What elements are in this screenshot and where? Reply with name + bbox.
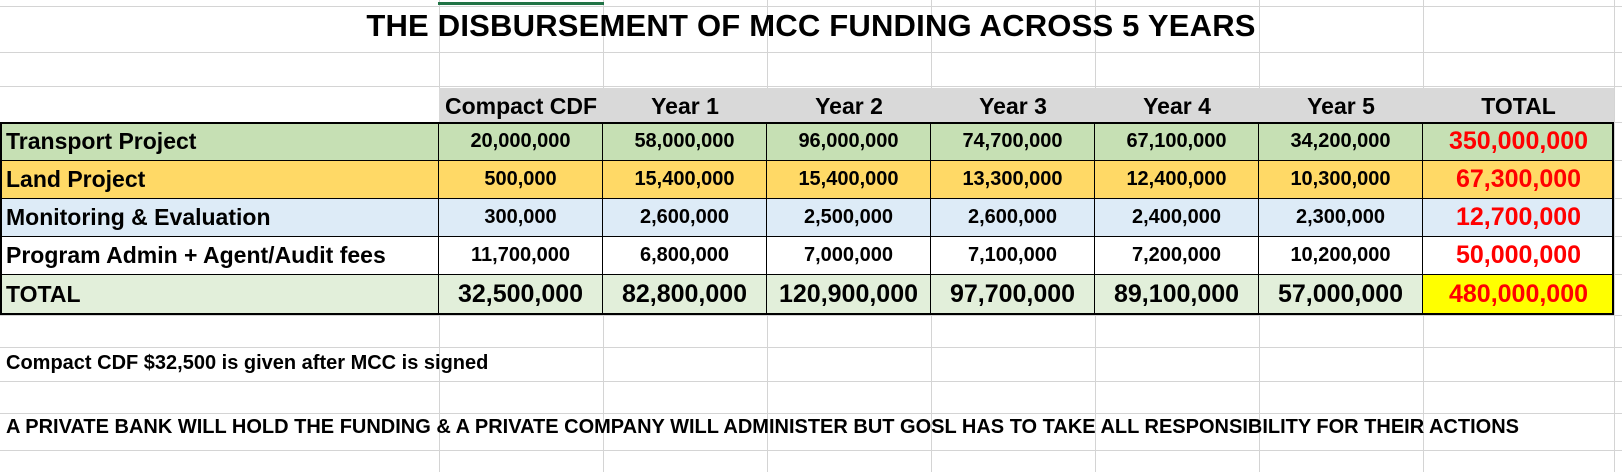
gridline-horizontal (0, 413, 1622, 414)
row-label-cell (0, 198, 439, 236)
row-divider (0, 160, 1614, 161)
value-cell[interactable]: 2,600,000 (931, 198, 1095, 236)
value-cell[interactable]: 12,400,000 (1095, 160, 1259, 198)
value-cell[interactable]: 10,200,000 (1259, 236, 1423, 274)
row-label[interactable]: Monitoring & Evaluation (6, 204, 271, 230)
value-cell[interactable]: 300,000 (439, 198, 603, 236)
row-total-cell[interactable]: 350,000,000 (1448, 127, 1589, 155)
column-header-total[interactable]: TOTAL (1481, 93, 1556, 119)
value-cell[interactable]: 96,000,000 (767, 122, 931, 160)
row-divider (0, 274, 1614, 275)
gridline-horizontal (0, 52, 1622, 53)
value-cell[interactable]: 34,200,000 (1259, 122, 1423, 160)
value-cell[interactable]: 74,700,000 (931, 122, 1095, 160)
note-compact-cdf[interactable]: Compact CDF $32,500 is given after MCC i… (6, 352, 489, 374)
value-cell[interactable]: 2,400,000 (1095, 198, 1259, 236)
grand-total-cell[interactable]: 480,000,000 (1423, 274, 1614, 315)
total-row: TOTAL 32,500,000 82,800,000 120,900,000 97,7… (0, 274, 1614, 315)
value-cell[interactable]: 2,300,000 (1259, 198, 1423, 236)
value-cell[interactable]: 7,200,000 (1095, 236, 1259, 274)
row-divider (0, 236, 1614, 237)
value-cell[interactable]: 7,100,000 (931, 236, 1095, 274)
column-header-compact-cdf[interactable]: Compact CDF (444, 93, 598, 119)
row-label-cell (0, 122, 439, 160)
row-total-cell[interactable]: 12,700,000 (1455, 203, 1582, 231)
table-row: Transport Project 20,000,000 58,000,000 96,… (0, 122, 1614, 160)
value-cell[interactable]: 10,300,000 (1259, 160, 1423, 198)
value-cell[interactable]: 120,900,000 (767, 274, 931, 315)
row-label-cell (0, 160, 439, 198)
value-cell[interactable]: 15,400,000 (603, 160, 767, 198)
row-label[interactable]: Transport Project (6, 128, 197, 154)
value-cell[interactable]: 7,000,000 (767, 236, 931, 274)
column-header-year-2[interactable]: Year 2 (815, 93, 883, 119)
selected-cell-indicator (438, 2, 604, 5)
gridline-horizontal (0, 347, 1622, 348)
value-cell[interactable]: 89,100,000 (1095, 274, 1259, 315)
row-label-cell (0, 274, 439, 315)
value-cell[interactable]: 11,700,000 (439, 236, 603, 274)
gridline-horizontal (0, 450, 1622, 451)
value-cell[interactable]: 20,000,000 (439, 122, 603, 160)
table-row: Program Admin + Agent/Audit fees 11,700,0… (0, 236, 1614, 274)
row-total-cell[interactable]: 67,300,000 (1455, 165, 1582, 193)
value-cell[interactable]: 57,000,000 (1259, 274, 1423, 315)
table-row: Monitoring & Evaluation 300,000 2,600,000 2… (0, 198, 1614, 236)
gridline-horizontal (0, 86, 1622, 87)
row-label[interactable]: TOTAL (6, 281, 81, 307)
value-cell[interactable]: 2,600,000 (603, 198, 767, 236)
row-total-cell[interactable]: 50,000,000 (1455, 241, 1582, 269)
column-header-year-4[interactable]: Year 4 (1143, 93, 1211, 119)
value-cell[interactable]: 6,800,000 (603, 236, 767, 274)
column-header-year-3[interactable]: Year 3 (979, 93, 1047, 119)
row-label-cell (0, 236, 439, 274)
note-private-bank[interactable]: A PRIVATE BANK WILL HOLD THE FUNDING & A… (6, 416, 1519, 438)
value-cell[interactable]: 58,000,000 (603, 122, 767, 160)
sheet-title[interactable]: THE DISBURSEMENT OF MCC FUNDING ACROSS 5… (366, 8, 1256, 43)
column-header-row (439, 88, 1614, 122)
column-header-year-5[interactable]: Year 5 (1307, 93, 1375, 119)
gridline-horizontal (0, 381, 1622, 382)
value-cell[interactable]: 67,100,000 (1095, 122, 1259, 160)
gridline-horizontal (0, 315, 1622, 316)
gridline-horizontal (0, 6, 1622, 7)
value-cell[interactable]: 82,800,000 (603, 274, 767, 315)
value-cell[interactable]: 500,000 (439, 160, 603, 198)
value-cell[interactable]: 13,300,000 (931, 160, 1095, 198)
row-label[interactable]: Program Admin + Agent/Audit fees (6, 242, 386, 268)
row-label[interactable]: Land Project (6, 166, 146, 192)
table-row: Land Project 500,000 15,400,000 15,400,000 1… (0, 160, 1614, 198)
value-cell[interactable]: 97,700,000 (931, 274, 1095, 315)
value-cell[interactable]: 2,500,000 (767, 198, 931, 236)
value-cell[interactable]: 15,400,000 (767, 160, 931, 198)
column-header-year-1[interactable]: Year 1 (651, 93, 719, 119)
value-cell[interactable]: 32,500,000 (439, 274, 603, 315)
row-divider (0, 198, 1614, 199)
